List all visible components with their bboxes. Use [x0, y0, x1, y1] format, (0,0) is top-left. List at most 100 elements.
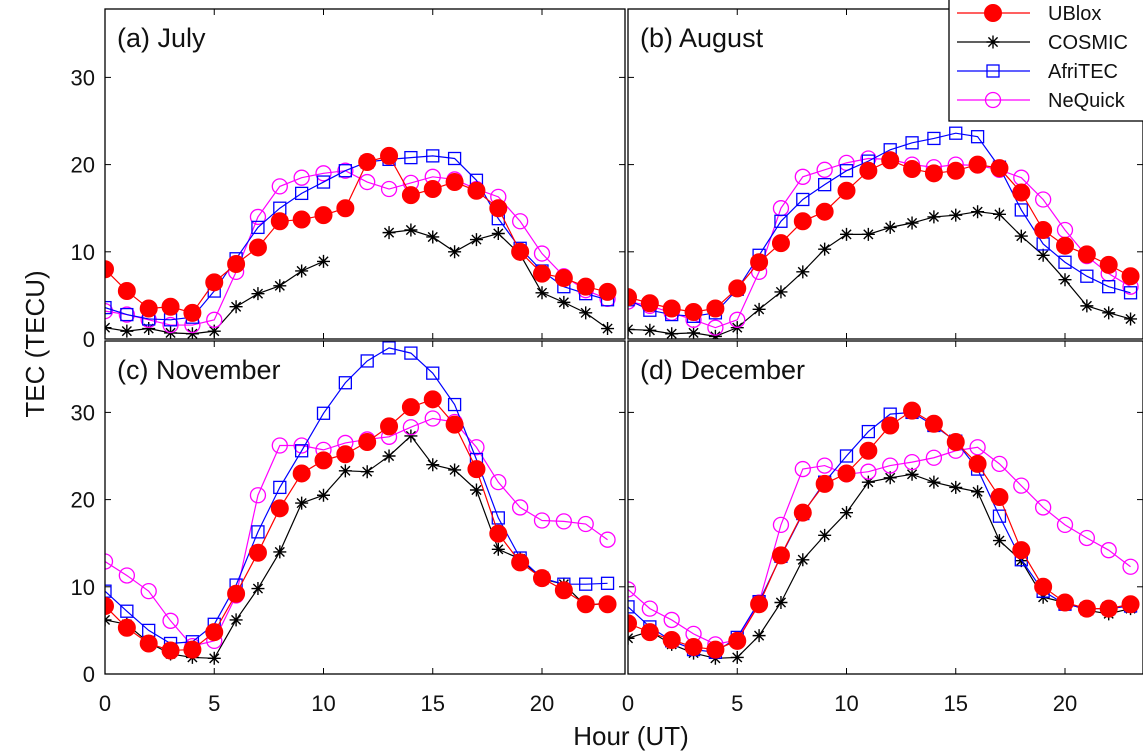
data-point [404, 346, 418, 360]
data-point [467, 460, 486, 479]
data-point [816, 161, 833, 178]
data-point [337, 162, 354, 179]
data-point [576, 595, 595, 614]
data-point [1123, 286, 1138, 300]
data-point [402, 419, 420, 436]
data-point [511, 553, 530, 572]
data-point [968, 155, 987, 174]
data-point [336, 445, 355, 464]
data-point [752, 302, 766, 316]
panel-border [104, 8, 626, 340]
data-point [469, 483, 483, 497]
data-point [118, 306, 135, 323]
data-point [206, 311, 223, 328]
data-point [839, 164, 854, 178]
y-tick-label: 0 [83, 662, 95, 687]
data-point [969, 439, 986, 456]
series-line [105, 170, 608, 326]
data-point [1077, 599, 1096, 618]
data-point [491, 542, 505, 556]
series-line [628, 411, 1131, 653]
legend-label: NeQuick [1048, 90, 1126, 112]
data-point [730, 650, 744, 664]
data-point [946, 161, 965, 180]
data-point [903, 453, 921, 471]
data-point [426, 366, 440, 380]
data-point [662, 299, 681, 318]
data-point [251, 582, 265, 596]
data-point [227, 255, 246, 274]
legend-entry-nequick: NeQuick [957, 90, 1126, 112]
data-point [248, 543, 267, 562]
data-point [512, 499, 529, 516]
data-point [424, 410, 441, 427]
data-point [924, 164, 943, 183]
data-point [489, 524, 508, 543]
data-point [946, 433, 965, 452]
series-line [105, 417, 608, 647]
data-point [771, 234, 790, 253]
data-point [796, 553, 810, 567]
data-point [949, 126, 963, 140]
data-point [271, 178, 288, 195]
series-nequick [105, 162, 616, 334]
data-point [1078, 529, 1095, 547]
data-point [971, 485, 985, 499]
data-point [990, 159, 1009, 178]
panel-border [627, 340, 1143, 675]
data-point [837, 181, 856, 200]
data-point [643, 323, 657, 337]
data-point [859, 441, 878, 460]
x-tick-label: 15 [421, 691, 445, 716]
data-point [401, 398, 420, 417]
x-tick-label: 20 [1053, 691, 1077, 716]
legend-entry-cosmic: COSMIC [957, 32, 1128, 54]
data-point [794, 460, 811, 478]
data-point [861, 475, 875, 489]
data-point [598, 282, 617, 301]
data-point [1034, 221, 1053, 239]
data-point [601, 322, 615, 336]
series-ublox [628, 401, 1140, 659]
panel-title: (c) November [117, 355, 281, 385]
x-tick-label: 5 [208, 691, 220, 716]
data-point [577, 515, 594, 533]
data-point [249, 208, 267, 226]
data-point [293, 437, 310, 454]
panel-border [104, 340, 626, 675]
data-point [684, 302, 703, 321]
data-point [555, 513, 572, 530]
data-point [883, 220, 897, 234]
data-point [905, 216, 919, 230]
data-point [881, 416, 900, 435]
data-point [207, 651, 221, 665]
data-point [1121, 267, 1140, 286]
data-point [1056, 593, 1074, 612]
series-ublox [628, 151, 1140, 321]
data-point [185, 327, 199, 339]
data-point [511, 242, 530, 261]
data-point [881, 151, 900, 170]
data-point [794, 168, 811, 185]
data-point [728, 279, 747, 298]
data-point [120, 604, 134, 618]
data-point [338, 164, 353, 178]
data-point [445, 415, 464, 434]
data-point [883, 471, 897, 485]
data-point [314, 451, 333, 470]
series-line [105, 435, 608, 659]
data-point [708, 329, 722, 339]
data-point [861, 424, 875, 439]
data-point [579, 306, 593, 320]
legend: UBlox COSMIC AfriTEC NeQuick [948, 0, 1143, 122]
x-tick-label: 10 [311, 691, 335, 716]
data-point [971, 205, 985, 219]
data-point [105, 584, 112, 598]
data-point [468, 439, 485, 456]
data-point [512, 213, 529, 230]
y-axis-label: TEC (TECU) [20, 270, 50, 417]
y-tick-label: 0 [83, 327, 95, 352]
data-point [426, 149, 440, 163]
data-point [968, 454, 987, 473]
data-point [423, 180, 442, 199]
